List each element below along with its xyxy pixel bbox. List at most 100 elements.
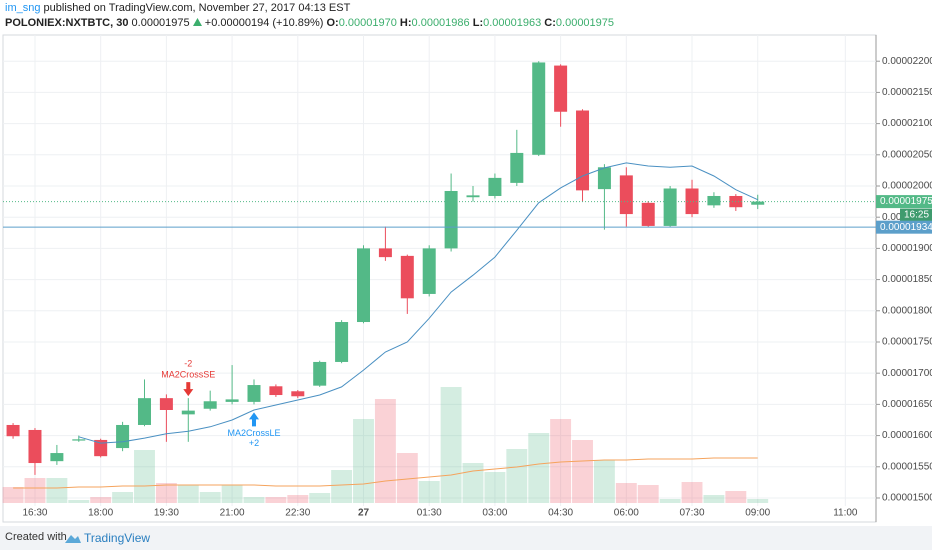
- candle-body: [641, 202, 655, 226]
- candle-body: [28, 429, 42, 464]
- brand-logo: [65, 535, 81, 543]
- x-tick-label: 18:00: [88, 508, 113, 519]
- x-tick-label: 01:30: [417, 508, 442, 519]
- candle-body: [619, 175, 633, 215]
- x-tick-label: 09:00: [745, 508, 770, 519]
- volume-bar: [374, 399, 396, 503]
- c-value: 0.00001975: [555, 17, 615, 29]
- volume-bar: [703, 495, 725, 503]
- candle-body: [510, 152, 524, 183]
- volume-bar: [68, 500, 90, 503]
- volume-bar: [550, 419, 572, 503]
- y-tick-label: 0.00001550: [882, 461, 932, 472]
- volume-bar: [331, 470, 353, 503]
- o-label: O:: [326, 17, 339, 29]
- candle-body: [378, 248, 392, 258]
- candle-body: [181, 410, 195, 415]
- candle-body: [685, 188, 699, 215]
- header-line-2: POLONIEX:NXTBTC, 30 0.00001975 +0.000001…: [5, 17, 614, 29]
- volume-bar: [46, 478, 68, 503]
- y-tick-label: 0.00001700: [882, 368, 932, 379]
- candle-body: [597, 167, 611, 190]
- x-tick-label: 03:00: [482, 508, 507, 519]
- candle-body: [400, 255, 414, 299]
- created-with: Created with: [5, 531, 67, 543]
- volume-bar: [418, 481, 440, 503]
- volume-bar: [353, 419, 374, 503]
- symbol: POLONIEX:NXTBTC, 30: [5, 17, 129, 29]
- price-label-box: [876, 195, 932, 209]
- volume-bar: [506, 449, 528, 503]
- x-tick-label: 27: [358, 508, 370, 519]
- signal-label: MA2CrossSE: [161, 370, 215, 380]
- x-tick-label: 22:30: [285, 508, 310, 519]
- volume-bar: [440, 387, 462, 503]
- y-tick-label: 0.00001650: [882, 399, 932, 410]
- y-tick-label: 0.00001750: [882, 337, 932, 348]
- volume-bar: [528, 433, 550, 503]
- y-tick-label: 0.00002000: [882, 181, 932, 192]
- candle-body: [335, 322, 349, 362]
- candle-body: [357, 248, 371, 323]
- brand[interactable]: TradingView: [84, 531, 151, 545]
- price-label-box: [876, 220, 932, 234]
- x-tick-label: 04:30: [548, 508, 573, 519]
- candle-body: [444, 190, 458, 249]
- volume-bar: [112, 492, 134, 503]
- candle-body: [554, 65, 568, 112]
- volume-ma-line: [13, 457, 758, 489]
- volume-bar: [199, 492, 221, 503]
- y-tick-label: 0.00001600: [882, 430, 932, 441]
- up-arrow: [192, 18, 202, 26]
- h-value: 0.00001986: [411, 17, 470, 29]
- candle-body: [50, 453, 64, 462]
- candle-body: [203, 401, 217, 409]
- volume-bar: [615, 483, 637, 503]
- candle-body: [94, 439, 108, 457]
- l-label: L:: [472, 17, 484, 29]
- x-tick-label: 19:30: [154, 508, 179, 519]
- candle-body: [532, 62, 546, 155]
- candle-body: [488, 177, 502, 196]
- footer: Created with TradingView: [0, 526, 932, 550]
- x-tick-label: 11:00: [833, 508, 858, 519]
- x-tick-label: 07:30: [680, 508, 705, 519]
- signal-label: MA2CrossLE: [227, 428, 280, 438]
- countdown-box: [900, 208, 932, 222]
- o-value: 0.00001970: [338, 17, 397, 29]
- x-tick-label: 06:00: [614, 508, 639, 519]
- signal-arrow: [183, 382, 194, 397]
- price-label: 0.00001975: [880, 196, 932, 207]
- volume-bar: [2, 487, 24, 503]
- y-tick-label: 0.00001900: [882, 243, 932, 254]
- candle-body: [422, 248, 436, 294]
- volume-bar: [221, 485, 243, 503]
- author[interactable]: im_sng: [5, 2, 41, 14]
- y-tick-label: 0.00002150: [882, 87, 932, 98]
- candle-body: [313, 361, 327, 386]
- signal-qty: +2: [249, 438, 259, 448]
- volume-bar: [309, 493, 331, 503]
- h-label: H:: [399, 17, 412, 29]
- volume-bar: [155, 483, 177, 503]
- volume-bar: [593, 460, 615, 503]
- candle-body: [707, 195, 721, 206]
- volume-bar: [572, 440, 593, 503]
- candle-body: [576, 110, 590, 191]
- candle-body: [6, 424, 20, 437]
- published: published on TradingView.com, November 2…: [43, 2, 351, 14]
- header-line-1: im_sng published on TradingView.com, Nov…: [5, 2, 350, 14]
- volume-bar: [396, 453, 418, 503]
- candle-body: [225, 399, 239, 402]
- volume-bar: [265, 497, 287, 503]
- layer: 0.00002200 0.00002150 0.00002100 0.00002050…: [2, 35, 932, 519]
- volume-bar: [24, 478, 46, 503]
- volume-bar: [287, 495, 309, 503]
- y-tick-label: 0.00001800: [882, 305, 932, 316]
- candle-body: [72, 439, 86, 441]
- candle-body: [137, 398, 151, 425]
- volume-bar: [659, 499, 681, 503]
- volume-bar: [90, 497, 112, 503]
